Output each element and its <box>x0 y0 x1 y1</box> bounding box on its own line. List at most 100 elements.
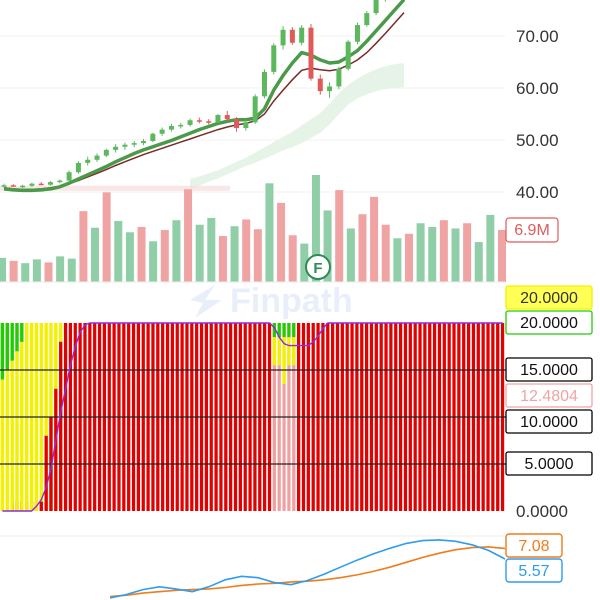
candle <box>336 66 342 90</box>
candle <box>48 181 54 186</box>
indicator-bar-overlay <box>20 323 24 511</box>
indicator-bar-overlay <box>15 323 19 511</box>
corner-marker-badge[interactable]: F <box>305 254 331 280</box>
candle-body <box>224 115 230 120</box>
candle-body <box>327 86 333 92</box>
candle <box>252 94 258 124</box>
candle <box>178 122 184 129</box>
volume-bar <box>439 220 448 282</box>
indicator-green-segment <box>10 323 14 361</box>
indicator-axis-tag: 20.0000 <box>505 310 593 335</box>
indicator-green-segment <box>15 323 19 352</box>
candle-body <box>289 29 295 43</box>
price-panel <box>0 0 505 193</box>
indicator-tag-box <box>505 357 593 382</box>
candle-body <box>57 180 63 183</box>
candle <box>364 11 370 27</box>
volume-bar <box>137 226 146 282</box>
volume-bar <box>9 260 18 282</box>
volume-bar <box>172 220 181 282</box>
candle-body <box>38 183 44 186</box>
indicator-yellow-segment <box>272 337 276 366</box>
candle <box>280 26 286 50</box>
indicator-signal-line <box>2 322 503 512</box>
candle <box>75 161 81 174</box>
candle <box>317 74 323 95</box>
volume-bar <box>288 235 297 282</box>
indicator-green-segment <box>287 323 291 338</box>
candle <box>206 119 212 125</box>
candle <box>159 127 165 136</box>
indicator-axis-tag: 5.0000 <box>505 451 593 476</box>
candle <box>1 183 7 188</box>
volume-last-tag: 6.9M <box>505 217 559 243</box>
ichimoku-cloud <box>190 63 404 190</box>
volume-bar <box>474 242 483 282</box>
indicator-yellow-segment <box>277 337 281 366</box>
macd-tag-text: 7.08 <box>518 538 549 555</box>
candle-body <box>317 78 323 92</box>
volume-bar <box>184 189 193 282</box>
volume-bar <box>44 262 53 282</box>
indicator-tag-text: 20.0000 <box>520 290 578 307</box>
candle-body <box>66 172 72 181</box>
candle-body <box>122 144 128 147</box>
volume-bar <box>300 243 309 282</box>
volume-bar <box>277 202 286 282</box>
candle-body <box>206 121 212 123</box>
candle <box>215 114 221 124</box>
candle <box>196 117 202 124</box>
macd-tag-text: 5.57 <box>518 563 549 580</box>
indicator-tag-box <box>505 451 593 476</box>
macd-tag-box <box>505 558 563 583</box>
candle <box>373 0 379 16</box>
candle <box>122 142 128 150</box>
candle <box>66 170 72 182</box>
indicator-tag-text: 5.0000 <box>525 456 574 473</box>
indicator-yellow-segment <box>282 337 286 385</box>
indicator-green-segment <box>272 323 276 338</box>
candle-body <box>364 13 370 26</box>
watermark: Finpath <box>190 282 353 320</box>
indicator-tag-box <box>505 310 593 335</box>
candle-body <box>113 146 119 150</box>
volume-bar <box>265 183 274 282</box>
volume-bar <box>79 211 88 282</box>
candle-body <box>75 162 81 173</box>
indicator-yellow-segment <box>0 379 5 511</box>
candle <box>187 118 193 127</box>
volume-bar <box>404 233 413 282</box>
candle-body <box>215 115 221 123</box>
candle <box>327 82 333 98</box>
volume-bar <box>393 238 402 282</box>
candle <box>150 132 156 143</box>
indicator-axis-tag: 15.0000 <box>505 357 593 382</box>
candle-body <box>345 41 351 69</box>
volume-tag-text: 6.9M <box>514 222 550 239</box>
candle-body <box>354 25 360 42</box>
volume-tag-box <box>505 217 559 243</box>
candle <box>57 179 63 184</box>
candle <box>354 22 360 45</box>
indicator-yellow-segment <box>10 360 14 511</box>
candle <box>38 182 44 186</box>
indicator-yellow-segment <box>287 337 291 366</box>
candle-body <box>10 185 16 187</box>
volume-bar <box>32 259 41 282</box>
indicator-green-segment <box>20 323 24 342</box>
indicator-red-segment <box>39 501 43 511</box>
volume-bar <box>242 219 251 282</box>
candle-body <box>243 122 249 129</box>
candle <box>103 148 109 158</box>
macd-value-tag: 7.08 <box>505 533 563 558</box>
indicator-tag-text: 10.0000 <box>520 414 578 431</box>
candle <box>113 144 119 153</box>
support-band <box>0 185 230 191</box>
candle <box>271 43 277 75</box>
indicator-green-segment <box>5 323 9 370</box>
indicator-axis-tag: 12.4804 <box>505 383 593 408</box>
indicator-yellow-segment <box>292 337 296 366</box>
candle-body <box>299 27 305 43</box>
candle-body <box>271 45 277 72</box>
